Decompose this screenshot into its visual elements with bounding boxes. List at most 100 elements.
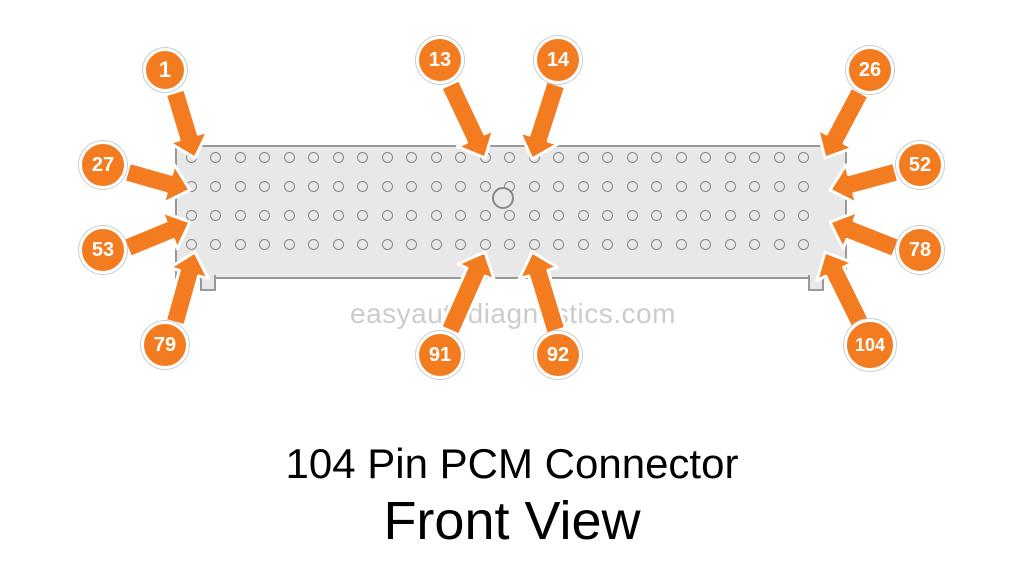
pin	[651, 181, 662, 192]
pin	[578, 152, 589, 163]
callout-label-13: 13	[416, 36, 464, 84]
pin	[382, 239, 393, 250]
pin	[749, 239, 760, 250]
callout-label-52: 52	[896, 141, 944, 189]
pin	[553, 152, 564, 163]
pin	[431, 152, 442, 163]
pin	[627, 181, 638, 192]
pin	[529, 152, 540, 163]
pin	[700, 239, 711, 250]
pin	[431, 239, 442, 250]
pin	[602, 152, 613, 163]
pin	[308, 152, 319, 163]
callout-label-78: 78	[896, 226, 944, 274]
pin	[529, 210, 540, 221]
pin	[235, 239, 246, 250]
pin	[627, 210, 638, 221]
pin	[186, 239, 197, 250]
pin	[578, 239, 589, 250]
pin	[235, 181, 246, 192]
pin	[602, 210, 613, 221]
pin	[798, 239, 809, 250]
pin	[406, 181, 417, 192]
pin	[382, 210, 393, 221]
pin	[529, 181, 540, 192]
pin	[259, 239, 270, 250]
pin	[553, 239, 564, 250]
pin	[676, 210, 687, 221]
pin	[333, 239, 344, 250]
pin	[308, 239, 319, 250]
pin	[357, 152, 368, 163]
pin	[455, 181, 466, 192]
callout-label-91: 91	[416, 331, 464, 379]
callout-label-53: 53	[79, 226, 127, 274]
pin	[798, 152, 809, 163]
pin	[333, 152, 344, 163]
pin	[774, 210, 785, 221]
pin	[357, 181, 368, 192]
pin	[578, 210, 589, 221]
pin	[284, 210, 295, 221]
pin	[431, 210, 442, 221]
pin	[504, 210, 515, 221]
pin	[725, 210, 736, 221]
pin	[382, 181, 393, 192]
pin	[504, 239, 515, 250]
pin	[480, 152, 491, 163]
pin	[284, 239, 295, 250]
pin	[210, 239, 221, 250]
pin	[725, 181, 736, 192]
title-line-1: 104 Pin PCM Connector	[0, 440, 1024, 488]
connector-notch	[808, 275, 824, 291]
pin	[186, 152, 197, 163]
pin	[627, 152, 638, 163]
pin	[627, 239, 638, 250]
pin	[700, 181, 711, 192]
pin	[455, 239, 466, 250]
pin	[504, 152, 515, 163]
pin	[406, 210, 417, 221]
pin	[774, 152, 785, 163]
pin	[259, 152, 270, 163]
pin	[480, 210, 491, 221]
pin	[725, 152, 736, 163]
pin	[308, 181, 319, 192]
pin	[431, 181, 442, 192]
pin	[308, 210, 319, 221]
pin	[186, 181, 197, 192]
pin	[259, 210, 270, 221]
pin	[749, 152, 760, 163]
pin	[455, 210, 466, 221]
pin	[235, 210, 246, 221]
callout-label-27: 27	[79, 141, 127, 189]
callout-label-92: 92	[534, 331, 582, 379]
pin	[725, 239, 736, 250]
callout-label-104: 104	[844, 319, 896, 371]
pin	[210, 210, 221, 221]
pin	[210, 181, 221, 192]
pin	[406, 152, 417, 163]
pin	[749, 210, 760, 221]
pin	[553, 181, 564, 192]
pin	[651, 239, 662, 250]
callout-label-14: 14	[534, 36, 582, 84]
pin	[602, 239, 613, 250]
title-line-2: Front View	[0, 490, 1024, 552]
pin	[798, 210, 809, 221]
pin	[406, 239, 417, 250]
pin	[798, 181, 809, 192]
pin	[651, 152, 662, 163]
pin	[186, 210, 197, 221]
pin	[284, 152, 295, 163]
pin	[676, 152, 687, 163]
callout-label-79: 79	[141, 321, 189, 369]
pin	[676, 181, 687, 192]
pin	[774, 181, 785, 192]
connector-notch	[200, 275, 216, 291]
pin	[455, 152, 466, 163]
pin	[578, 181, 589, 192]
pin	[651, 210, 662, 221]
pin	[749, 181, 760, 192]
pin	[774, 239, 785, 250]
